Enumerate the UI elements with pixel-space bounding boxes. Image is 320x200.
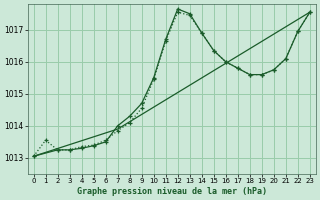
X-axis label: Graphe pression niveau de la mer (hPa): Graphe pression niveau de la mer (hPa) bbox=[77, 187, 267, 196]
